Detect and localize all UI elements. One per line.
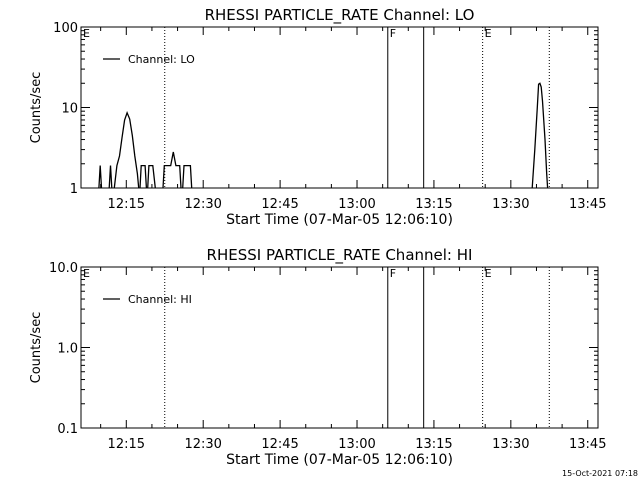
x-tick-label: 13:15 — [415, 197, 452, 212]
series-line-segment — [98, 165, 103, 189]
x-tick-label: 13:45 — [569, 437, 606, 452]
x-tick-label: 13:15 — [415, 437, 452, 452]
chart-title: RHESSI PARTICLE_RATE Channel: HI — [207, 246, 473, 265]
y-tick-label: 1 — [70, 182, 78, 197]
series-line-segment — [147, 164, 156, 189]
legend: Channel: HI — [103, 293, 192, 306]
x-tick-label: 13:00 — [338, 197, 375, 212]
chart-panel-1: RHESSI PARTICLE_RATE Channel: LO 12:15 12:… — [29, 6, 606, 228]
y-tick-label: 0.1 — [57, 422, 78, 437]
x-tick-label: 13:30 — [492, 437, 529, 452]
event-marker-label: E — [83, 267, 90, 280]
x-tick-label: 12:45 — [261, 437, 298, 452]
x-tick-label: 12:45 — [261, 197, 298, 212]
y-tick-label: 10.0 — [49, 261, 78, 276]
x-axis-label: Start Time (07-Mar-05 12:06:10) — [226, 212, 453, 228]
series-line-segment — [182, 164, 193, 189]
y-tick-label: 1.0 — [57, 342, 78, 357]
x-tick-label: 12:15 — [108, 197, 145, 212]
y-axis-label: Counts/sec — [29, 312, 44, 384]
legend-label: Channel: HI — [128, 293, 192, 306]
series-line-segment — [113, 110, 140, 189]
y-tick-label: 100 — [53, 21, 78, 36]
plot-frame — [80, 26, 599, 189]
chart-panel-2: RHESSI PARTICLE_RATE Channel: HI 12:15 12:… — [29, 246, 606, 468]
event-marker-label: E — [485, 27, 492, 40]
y-tick-label: 10 — [61, 102, 78, 117]
series-line-segment — [108, 165, 113, 189]
series-line-segment — [162, 151, 182, 189]
event-marker-label: E — [485, 267, 492, 280]
x-tick-label: 12:30 — [184, 437, 221, 452]
y-axis-label: Counts/sec — [29, 72, 44, 144]
series-line-segment — [531, 82, 549, 189]
event-marker-label: F — [390, 267, 396, 280]
footer-timestamp: 15-Oct-2021 07:18 — [562, 469, 638, 478]
legend-label: Channel: LO — [128, 53, 195, 66]
x-tick-label: 12:30 — [184, 197, 221, 212]
plot-frame — [80, 266, 599, 429]
event-marker-label: F — [390, 27, 396, 40]
x-tick-label: 13:45 — [569, 197, 606, 212]
x-tick-label: 12:15 — [108, 437, 145, 452]
event-marker-label: E — [83, 27, 90, 40]
x-axis-label: Start Time (07-Mar-05 12:06:10) — [226, 452, 453, 468]
series-line-segment — [139, 164, 148, 189]
chart-title: RHESSI PARTICLE_RATE Channel: LO — [205, 6, 475, 25]
x-tick-label: 13:30 — [492, 197, 529, 212]
legend: Channel: LO — [103, 53, 195, 66]
x-tick-label: 13:00 — [338, 437, 375, 452]
